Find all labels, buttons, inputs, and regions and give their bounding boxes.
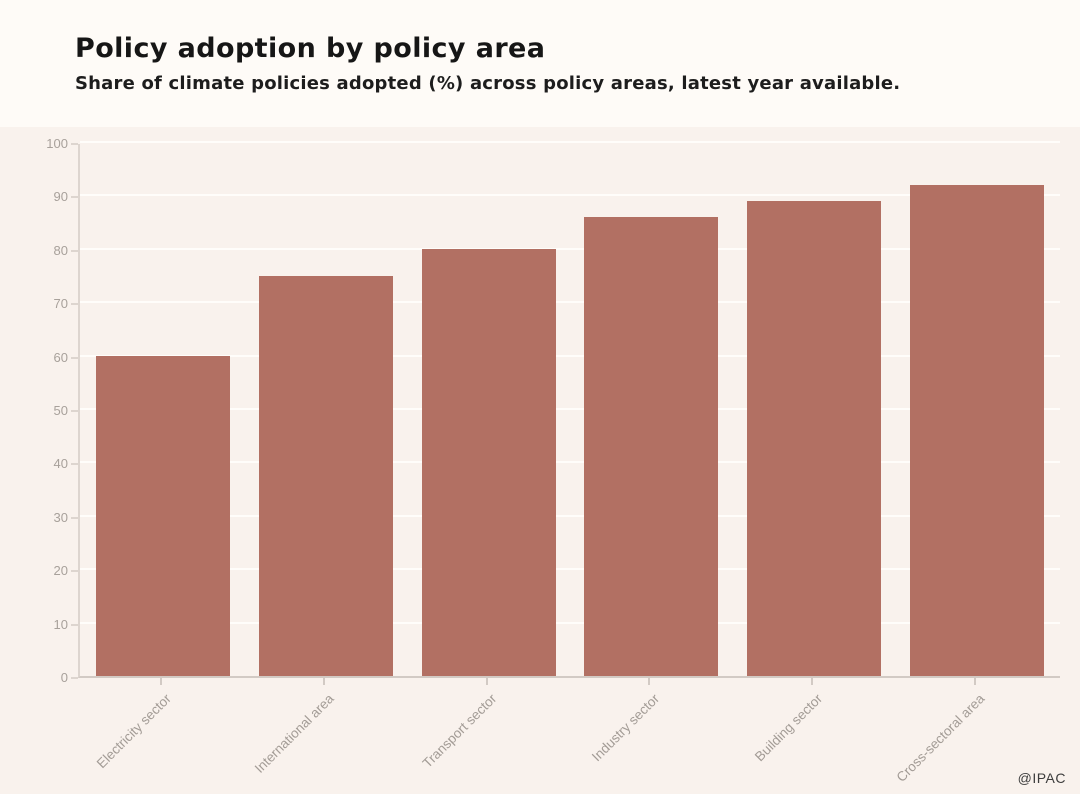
bar (910, 184, 1044, 676)
y-tick-label: 30 (53, 509, 68, 525)
grid-line (80, 194, 1060, 197)
y-tick-label: 10 (53, 616, 68, 632)
chart-title: Policy adoption by policy area (75, 33, 546, 64)
bar (584, 216, 719, 676)
grid-line (80, 461, 1060, 464)
x-tick-mark (485, 678, 488, 685)
grid-line (80, 514, 1060, 517)
bar (258, 275, 393, 676)
y-tick-label: 40 (53, 456, 68, 472)
bar (421, 248, 556, 676)
y-tick-mark (71, 249, 78, 252)
y-tick-label: 0 (60, 670, 68, 685)
y-tick-mark (71, 463, 78, 466)
x-tick-mark (160, 678, 162, 685)
grid-line (80, 621, 1060, 624)
y-tick-mark (71, 303, 78, 306)
grid-line (80, 141, 1060, 143)
x-tick-mark (322, 678, 325, 685)
y-tick-mark (71, 356, 78, 359)
y-tick-label: 60 (53, 349, 68, 365)
x-tick-label: Cross-sectoral area (893, 691, 988, 785)
grid-line (80, 301, 1060, 304)
y-tick-mark (71, 677, 78, 679)
y-tick-label: 90 (53, 189, 68, 205)
grid-line (80, 354, 1060, 357)
grid-line (80, 247, 1060, 250)
y-tick-mark (71, 623, 78, 626)
x-tick-mark (648, 678, 651, 685)
y-tick-label: 70 (53, 296, 68, 312)
y-tick-mark (71, 516, 78, 519)
chart-header: Policy adoption by policy area Share of … (0, 0, 1080, 127)
bar (747, 200, 882, 676)
bar (96, 355, 230, 676)
y-tick-label: 20 (53, 563, 68, 579)
y-tick-mark (71, 570, 78, 573)
y-tick-mark (71, 196, 78, 199)
y-tick-mark (71, 410, 78, 412)
x-tick-label: Electricity sector (93, 691, 174, 772)
x-tick-mark (974, 678, 976, 685)
y-tick-label: 100 (46, 136, 68, 151)
x-tick-label: Transport sector (419, 691, 500, 771)
y-tick-label: 50 (53, 403, 68, 418)
x-tick-label: International area (251, 691, 337, 776)
x-tick-label: Industry sector (588, 691, 663, 765)
chart-area: 0 10 20 30 40 50 60 70 80 90 100 Electricity secto… (0, 127, 1080, 794)
grid-line (80, 568, 1060, 571)
x-tick-mark (811, 678, 814, 685)
watermark: @IPAC (1017, 770, 1066, 786)
chart-subtitle: Share of climate policies adopted (%) ac… (75, 73, 901, 95)
grid-line (80, 408, 1060, 410)
y-tick-mark (71, 143, 78, 145)
x-tick-label: Building sector (751, 691, 825, 765)
y-tick-label: 80 (53, 242, 68, 258)
plot-region (78, 141, 1060, 678)
